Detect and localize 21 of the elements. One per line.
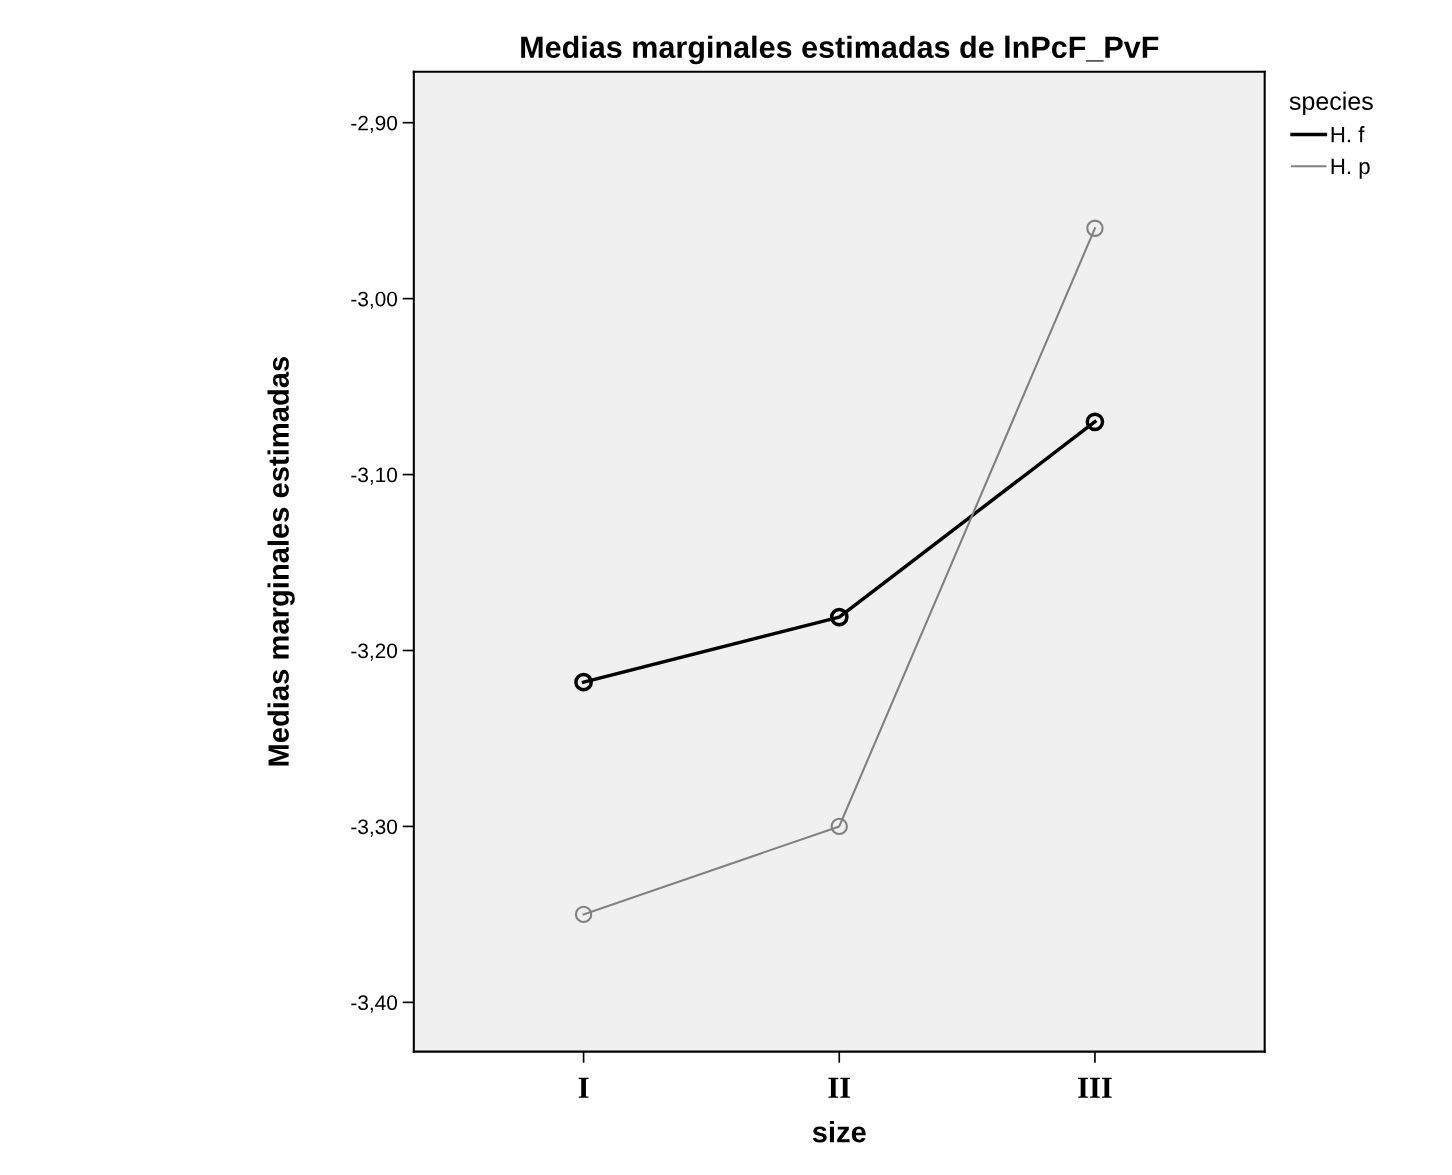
y-axis-title: Medias marginales estimadas	[267, 356, 295, 766]
x-tick-label: III	[1078, 1077, 1112, 1098]
point	[830, 817, 848, 836]
point	[829, 607, 849, 627]
x-tick-label: II	[828, 1077, 851, 1098]
legend-label: H. p	[1331, 158, 1370, 179]
point	[1085, 412, 1105, 432]
y-tick-label: -3,10	[351, 467, 398, 485]
y-tick-label: -3,20	[351, 643, 398, 661]
y-tick-label: -3,00	[351, 291, 398, 309]
point	[574, 672, 593, 692]
y-tick-label: -2,90	[351, 115, 398, 133]
chart-title: Medias marginales estimadas de lnPcF_PvF	[521, 35, 1159, 65]
point	[574, 905, 593, 924]
x-tick-label: I	[578, 1077, 589, 1098]
legend-label: H. f	[1331, 126, 1365, 143]
y-tick-label: -3,30	[351, 819, 398, 837]
legend-title: species	[1289, 91, 1373, 115]
point	[1086, 219, 1104, 237]
x-axis-title: size	[812, 1121, 866, 1143]
y-tick-label: -3,40	[351, 995, 398, 1013]
